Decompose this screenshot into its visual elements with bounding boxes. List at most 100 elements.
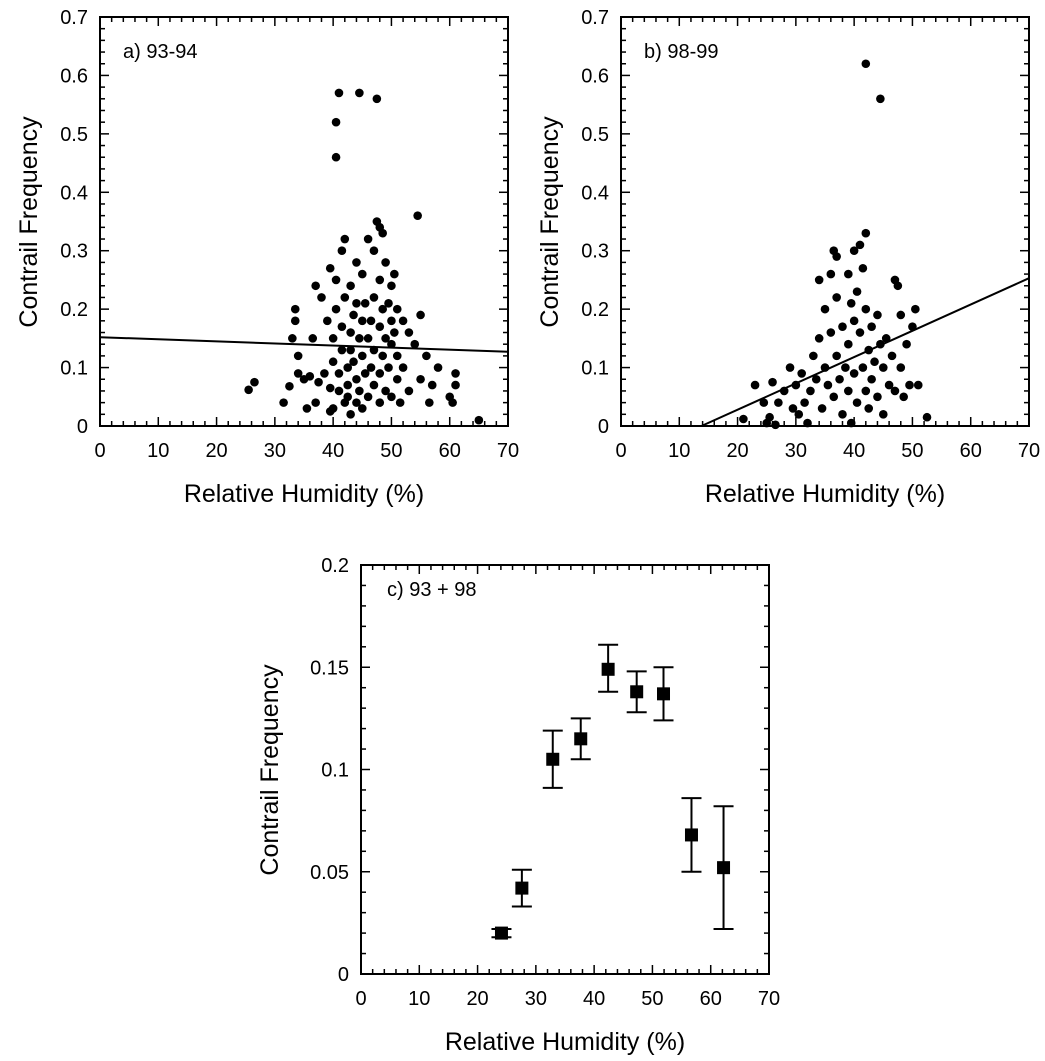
data-point: [849, 246, 859, 256]
data-point: [867, 374, 876, 384]
data-point: [844, 269, 853, 279]
data-point: [328, 357, 338, 367]
data-point: [343, 363, 353, 372]
data-point: [809, 351, 818, 361]
data-point: [279, 398, 288, 407]
data-point: [844, 339, 853, 349]
data-point: [381, 258, 390, 267]
data-point: [873, 310, 882, 320]
data-point: [337, 322, 347, 331]
data-point: [328, 404, 338, 413]
x-tick-label: 0: [615, 440, 626, 462]
data-point: [325, 263, 335, 273]
x-tick-label: 70: [758, 988, 780, 1010]
data-point: [832, 252, 841, 261]
data-point: [601, 662, 615, 676]
data-point: [811, 374, 821, 384]
y-tick-label: 0.2: [321, 555, 349, 577]
tick-marks: [99, 16, 509, 427]
data-point: [357, 316, 367, 326]
data-point: [852, 287, 862, 296]
data-point: [855, 240, 865, 250]
y-tick-label: 0.1: [60, 358, 88, 380]
x-tick-label: 40: [322, 440, 344, 462]
data-point: [911, 304, 920, 314]
data-point: [363, 392, 373, 402]
data-point: [375, 369, 385, 378]
data-point: [404, 386, 414, 396]
y-axis-title: Contrail Frequency: [15, 116, 43, 328]
data-point: [395, 398, 405, 407]
data-point: [814, 275, 824, 285]
data-point: [922, 412, 932, 422]
x-tick-label: 20: [205, 440, 227, 462]
data-point: [390, 269, 399, 279]
data-point: [334, 369, 344, 378]
data-point: [384, 299, 393, 308]
data-point: [855, 328, 865, 337]
y-tick-label: 0.4: [581, 182, 609, 204]
data-points: [244, 88, 484, 425]
data-point: [346, 345, 355, 355]
data-point: [905, 380, 914, 390]
data-point: [375, 322, 385, 331]
data-point: [372, 94, 382, 104]
data-point: [876, 339, 885, 349]
data-point: [451, 380, 460, 390]
data-point: [864, 345, 874, 355]
x-axis-title: Relative Humidity (%): [184, 480, 424, 508]
data-point: [416, 310, 425, 320]
y-tick-label: 0.1: [321, 760, 349, 782]
x-tick-label: 20: [726, 440, 748, 462]
data-point: [346, 410, 355, 419]
x-tick-label: 20: [466, 988, 488, 1010]
data-point: [392, 374, 402, 384]
data-point: [387, 339, 396, 349]
data-point: [515, 881, 529, 895]
data-point: [381, 334, 390, 343]
data-point: [574, 732, 588, 746]
data-point: [337, 246, 347, 256]
y-tick-label: 0.6: [581, 65, 609, 87]
data-point: [876, 94, 885, 104]
data-point: [378, 304, 387, 314]
tick-marks: [360, 564, 770, 975]
data-point: [290, 304, 300, 314]
data-point: [381, 386, 390, 396]
x-tick-label: 40: [843, 440, 865, 462]
data-point: [311, 281, 320, 291]
data-point: [343, 380, 353, 390]
x-axis-title: Relative Humidity (%): [705, 480, 945, 508]
data-point: [302, 404, 312, 413]
data-point: [285, 381, 294, 391]
data-point: [334, 386, 344, 396]
data-point: [378, 228, 387, 238]
data-point: [360, 299, 370, 308]
chart-panel-c: 0 10 20 30 40 50 60 70 0 0.05 0.1 0.15 0.2 c) 93 + …: [256, 555, 780, 1056]
x-tick-label: 60: [960, 440, 982, 462]
data-point: [546, 752, 560, 766]
data-point: [366, 363, 376, 372]
data-point: [325, 383, 335, 393]
data-point: [392, 304, 402, 314]
y-tick-label: 0.3: [581, 241, 609, 263]
fit-line: [99, 336, 509, 353]
data-point: [355, 386, 364, 396]
panel-label: c) 93 + 98: [387, 579, 477, 601]
data-point: [881, 334, 891, 343]
data-point: [913, 380, 923, 390]
data-point: [387, 392, 396, 402]
data-point: [352, 299, 361, 308]
y-tick-label: 0.3: [60, 241, 88, 263]
data-point: [864, 404, 874, 413]
data-point: [838, 322, 847, 331]
data-point: [630, 685, 644, 699]
chart-panel-b: 0 10 20 30 40 50 60 70 0 0.1 0.2 0.3 0.4 0.5 0.6 0.7 b…: [536, 7, 1040, 508]
data-point: [852, 398, 862, 407]
data-point: [896, 310, 906, 320]
x-tick-label: 30: [264, 440, 286, 462]
y-tick-label: 0.2: [581, 299, 609, 321]
data-point: [343, 392, 353, 402]
y-axis-title: Contrail Frequency: [536, 116, 564, 328]
data-point: [369, 380, 379, 390]
